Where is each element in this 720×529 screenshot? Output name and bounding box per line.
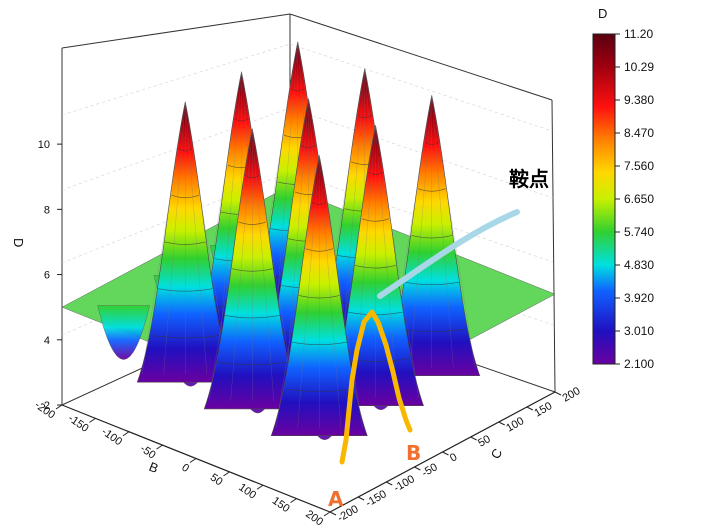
x-tick-label: 50 bbox=[208, 471, 225, 488]
colorbar-tick-label: 8.470 bbox=[624, 126, 654, 140]
colorbar-ticks: 11.20 10.29 9.380 8.470 7.560 6.650 5.740 4.830… bbox=[615, 27, 654, 371]
mesh-line bbox=[275, 41, 298, 315]
path-A-to-B bbox=[339, 309, 413, 465]
mesh-line bbox=[431, 95, 476, 368]
mesh-line bbox=[275, 155, 320, 428]
mesh-line bbox=[185, 101, 229, 375]
mesh-line bbox=[208, 128, 253, 401]
colorbar-tick-label: 4.830 bbox=[624, 258, 654, 272]
z-tick-label: 6 bbox=[44, 270, 50, 282]
colorbar-tick-label: 10.29 bbox=[624, 60, 654, 74]
colorbar-tick-label: 9.380 bbox=[624, 93, 654, 107]
z-tick-label: 2 bbox=[44, 400, 50, 412]
mesh-line bbox=[252, 128, 275, 401]
y-axis-label: C bbox=[488, 446, 506, 462]
z-tick-label: 8 bbox=[44, 204, 50, 216]
mesh-line bbox=[409, 95, 432, 368]
mesh-line bbox=[230, 128, 253, 401]
mesh-line bbox=[375, 125, 398, 398]
z-axis-label: D bbox=[11, 238, 26, 247]
colorbar-tick-label: 2.100 bbox=[624, 357, 654, 371]
y-tick-label: 200 bbox=[561, 385, 583, 405]
saddle-annotation: 鞍点 bbox=[509, 167, 549, 191]
z-axis-ticks: 2 4 6 8 10 bbox=[38, 139, 62, 412]
point-A-label: A bbox=[328, 487, 344, 511]
z-tick-label: 4 bbox=[44, 335, 50, 347]
y-tick-label: 50 bbox=[476, 433, 493, 450]
mesh-line bbox=[375, 125, 419, 398]
x-tick-label: 150 bbox=[270, 495, 292, 515]
colorbar-label: D bbox=[598, 6, 607, 21]
mesh-line bbox=[319, 155, 342, 428]
x-tick-label: -100 bbox=[99, 426, 124, 448]
saddle-arrow bbox=[377, 209, 520, 299]
mesh-line bbox=[431, 95, 454, 368]
surface-layer bbox=[61, 41, 556, 440]
mesh-line bbox=[252, 128, 296, 401]
mesh-line bbox=[141, 101, 186, 375]
mesh-line bbox=[342, 68, 365, 341]
y-tick-label: -50 bbox=[420, 461, 440, 479]
x-tick-label: 200 bbox=[303, 508, 325, 528]
point-B-label: B bbox=[406, 441, 421, 465]
mesh-line bbox=[319, 155, 363, 428]
x-axis-label: B bbox=[147, 459, 161, 476]
colorbar-tick-label: 3.010 bbox=[624, 324, 654, 338]
colorbar-tick-label: 6.650 bbox=[624, 192, 654, 206]
x-tick-label: 100 bbox=[236, 481, 258, 501]
y-tick-label: 0 bbox=[448, 451, 459, 464]
colorbar-tick-label: 11.20 bbox=[624, 27, 653, 41]
mesh-line bbox=[297, 155, 320, 428]
colorbar-tick-label: 7.560 bbox=[624, 159, 654, 173]
x-tick-label: 0 bbox=[179, 462, 191, 475]
colorbar-tick-label: 5.740 bbox=[624, 225, 654, 239]
colorbar: 11.20 10.29 9.380 8.470 7.560 6.650 5.740 4.830… bbox=[592, 6, 654, 371]
z-tick-label: 10 bbox=[38, 139, 50, 151]
x-tick-label: -150 bbox=[66, 412, 91, 434]
mesh-line bbox=[286, 98, 309, 371]
mesh-line bbox=[219, 71, 242, 345]
valley bbox=[97, 305, 150, 360]
mesh-line bbox=[185, 101, 208, 375]
colorbar-tick-label: 3.920 bbox=[624, 291, 654, 305]
mesh-line bbox=[163, 101, 186, 375]
